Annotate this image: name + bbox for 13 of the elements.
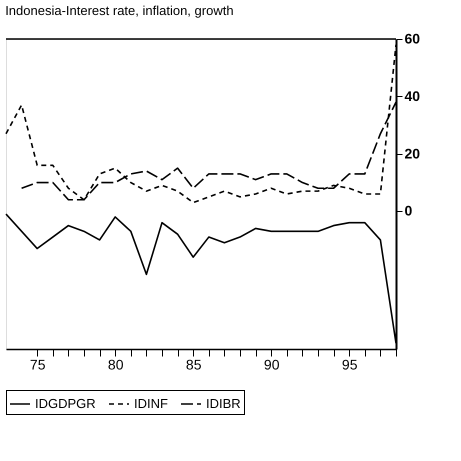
y-tick-label: 20 [404,145,420,162]
x-tick-label: 75 [30,356,46,372]
legend-label: IDINF [134,396,168,411]
y-tick-label: 60 [404,30,420,46]
x-tick-label: 90 [264,356,280,372]
x-tick-label: 85 [186,356,202,372]
y-tick-label: 40 [404,88,420,104]
x-tick-label: 95 [342,356,358,372]
x-tick-label: 80 [108,356,124,372]
y-tick-label: 0 [404,202,412,219]
legend-label: IDIBR [206,396,241,411]
legend-label: IDGDPGR [35,396,96,411]
chart-title: Indonesia-Interest rate, inflation, growth [5,3,234,18]
